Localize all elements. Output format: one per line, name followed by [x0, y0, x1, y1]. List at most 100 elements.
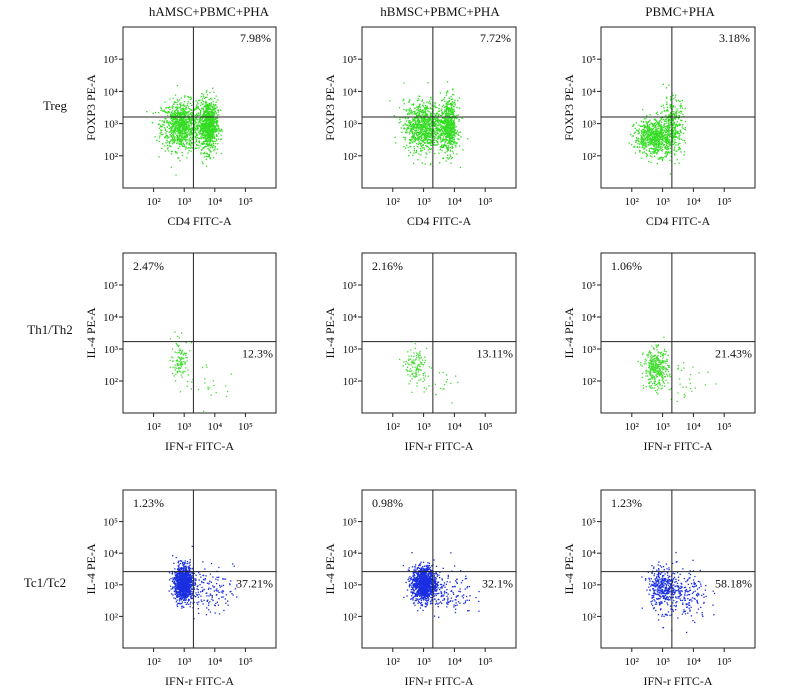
event-dot: [666, 140, 668, 142]
event-dot: [208, 127, 210, 130]
event-dot: [644, 131, 646, 133]
event-dot: [678, 99, 680, 102]
event-dot: [437, 118, 439, 120]
event-dot: [200, 125, 202, 127]
event-dot: [201, 161, 203, 163]
event-dot: [669, 142, 671, 144]
event-dot: [172, 134, 174, 136]
event-dot: [188, 139, 190, 142]
event-dot: [648, 148, 651, 150]
event-dot: [192, 147, 194, 149]
event-dot: [450, 162, 452, 164]
event-dot: [659, 360, 661, 362]
event-dot: [208, 108, 210, 111]
event-dot: [423, 112, 425, 114]
event-dot: [209, 151, 211, 153]
event-dot: [430, 113, 433, 115]
event-dot: [203, 151, 206, 154]
event-dot: [206, 103, 209, 105]
event-dot: [185, 106, 187, 108]
event-dot: [171, 123, 173, 125]
event-dot: [179, 348, 181, 350]
event-dot: [167, 111, 169, 113]
event-dot: [458, 132, 460, 134]
event-dot: [657, 121, 659, 123]
event-dot: [665, 147, 667, 149]
event-dot: [179, 121, 181, 124]
event-dot: [666, 122, 668, 124]
x-tick-label: 10³: [416, 196, 431, 208]
event-dot: [202, 132, 204, 134]
event-dot: [661, 137, 664, 140]
event-dot: [420, 369, 422, 371]
event-dot: [682, 132, 685, 134]
event-dot: [449, 114, 452, 116]
event-dot: [417, 138, 420, 141]
event-dot: [203, 137, 205, 139]
event-dot: [201, 100, 203, 102]
event-dot: [208, 155, 210, 157]
event-dot: [215, 120, 218, 122]
event-dot: [450, 98, 452, 101]
event-dot: [674, 153, 676, 155]
y-tick-label: 10⁵: [342, 280, 357, 292]
event-dot: [192, 132, 194, 134]
event-dot: [647, 121, 649, 123]
event-dot: [171, 131, 173, 134]
event-dot: [181, 363, 183, 365]
event-dot: [414, 140, 416, 143]
event-dot: [642, 142, 644, 144]
event-dot: [457, 114, 459, 116]
event-dot: [420, 118, 423, 120]
event-dot: [423, 102, 425, 104]
event-dot: [176, 343, 178, 345]
event-dot: [417, 134, 419, 136]
event-dot: [449, 138, 451, 140]
event-dot: [422, 140, 424, 142]
event-dot: [180, 360, 182, 363]
event-dot: [182, 140, 184, 142]
event-dot: [202, 108, 204, 110]
event-dot: [199, 137, 201, 140]
event-dot: [667, 130, 669, 132]
event-dot: [207, 129, 209, 131]
event-dot: [212, 108, 215, 110]
event-dot: [190, 388, 192, 390]
event-dot: [683, 151, 686, 153]
event-dot: [453, 108, 455, 110]
event-dot: [422, 132, 424, 135]
event-dot: [450, 143, 452, 145]
event-dot: [649, 150, 651, 153]
event-dot: [170, 130, 172, 132]
event-dot: [452, 121, 454, 123]
event-dot: [180, 117, 183, 120]
event-dot: [215, 121, 218, 124]
event-dot: [197, 131, 200, 133]
event-dot: [184, 114, 186, 117]
event-dot: [442, 136, 445, 138]
event-dot: [450, 112, 452, 114]
event-dot: [211, 119, 213, 121]
event-dot: [658, 127, 660, 129]
event-dot: [196, 134, 199, 136]
event-dot: [407, 126, 409, 129]
event-dot: [446, 136, 448, 138]
event-dot: [453, 124, 455, 126]
event-dot: [198, 142, 200, 144]
event-dot: [637, 143, 639, 145]
event-dot: [201, 128, 204, 130]
event-dot: [172, 123, 175, 125]
event-dot: [424, 114, 426, 117]
event-dot: [189, 98, 191, 101]
event-dot: [639, 141, 641, 143]
event-dot: [176, 363, 179, 366]
event-dot: [415, 373, 418, 375]
event-dot: [653, 135, 656, 137]
event-dot: [652, 355, 654, 358]
event-dot: [205, 140, 207, 143]
event-dot: [450, 121, 452, 123]
event-dot: [680, 138, 682, 140]
event-dot: [201, 124, 203, 126]
event-dot: [411, 131, 413, 134]
event-dot: [207, 118, 209, 120]
